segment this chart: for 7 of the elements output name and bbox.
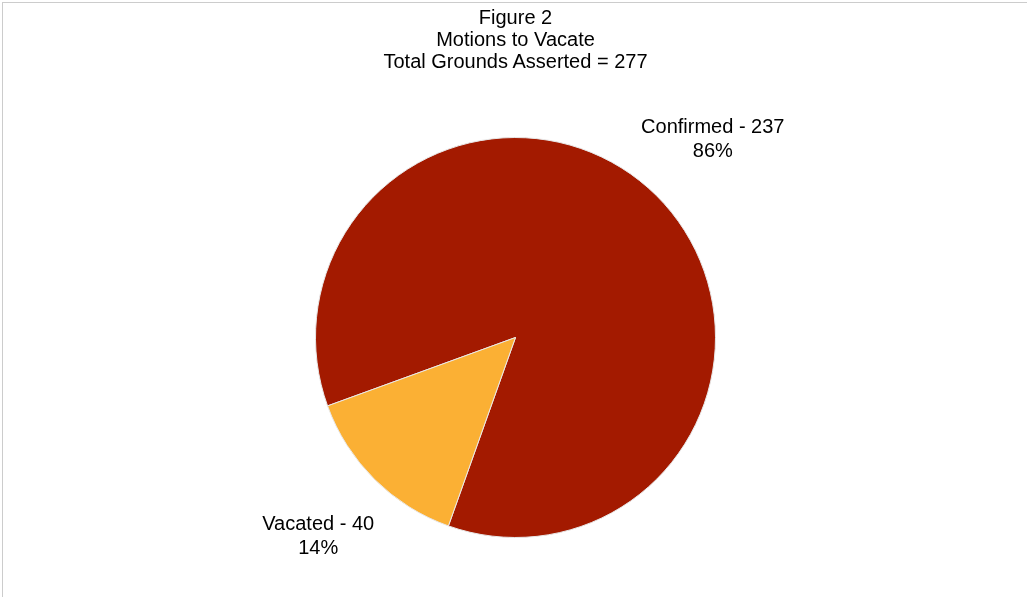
text: Figure 2 [478, 6, 553, 28]
slice-label: Confirmed - 237 [641, 114, 785, 137]
data-label: 86% [692, 138, 734, 161]
data-label: 14% [298, 536, 339, 559]
text: Motions to Vacate [436, 28, 595, 50]
slice-label: Vacated - 40 [262, 512, 375, 535]
text: Total Grounds Asserted = 277 [383, 50, 648, 72]
